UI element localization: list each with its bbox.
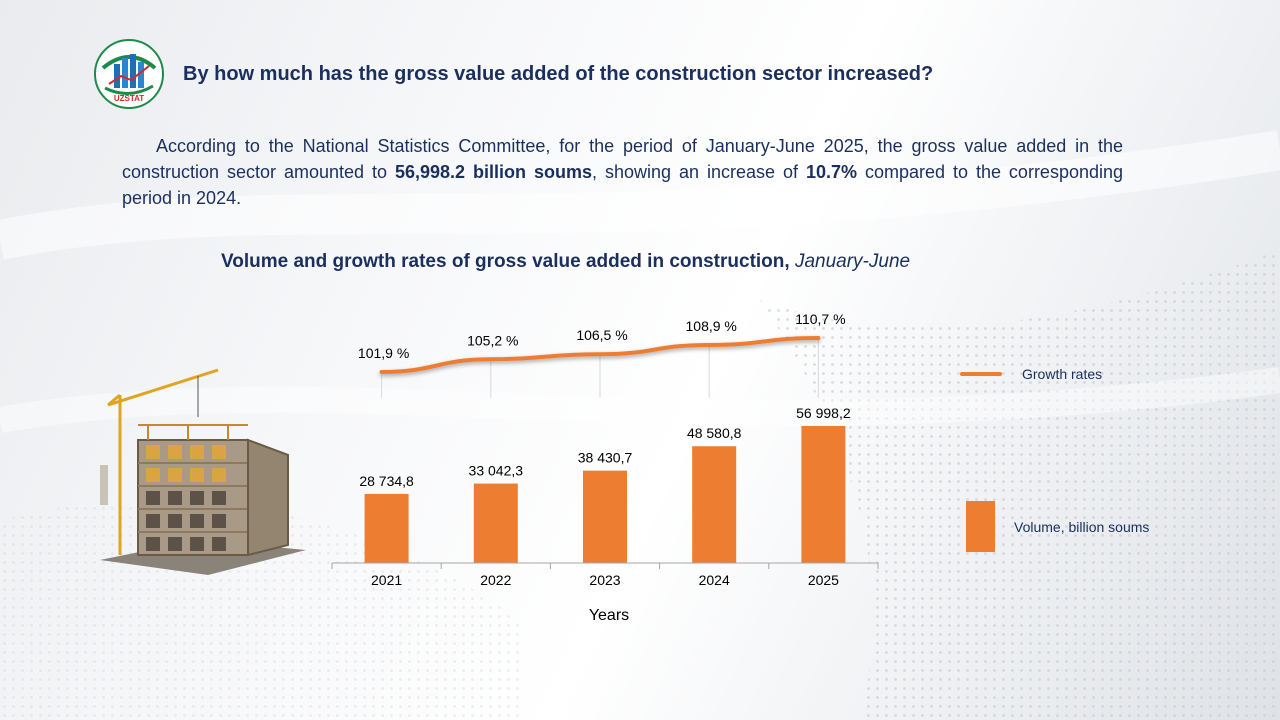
logo-text: UZSTAT <box>114 94 144 103</box>
bar-2024 <box>692 446 737 563</box>
bar-2022 <box>473 483 518 563</box>
line-label-2024: 108,9 % <box>686 318 737 334</box>
line-label-2023: 106,5 % <box>576 327 627 343</box>
line-label-2025: 110,7 % <box>795 311 845 327</box>
x-tick-label-2022: 2022 <box>480 572 511 588</box>
growth-rate-line <box>379 336 821 374</box>
chart-title-period: January-June <box>794 251 911 272</box>
bar-label-2022: 33 042,3 <box>469 463 524 479</box>
uzstat-logo: UZSTAT <box>94 39 164 109</box>
intro-paragraph: According to the National Statistics Com… <box>122 136 1124 208</box>
legend-volume: Volume, billion soums <box>966 501 1149 552</box>
legend-bar-swatch <box>966 501 995 552</box>
legend-line-swatch <box>960 372 1002 376</box>
page-title: By how much has the gross value added of… <box>183 63 934 85</box>
bar-label-2023: 38 430,7 <box>578 450 633 466</box>
bar-label-2025: 56 998,2 <box>796 405 851 421</box>
x-axis-title: Years <box>589 607 629 624</box>
bar-2021 <box>364 493 409 563</box>
legend-growth-rates: Growth rates <box>960 366 1102 382</box>
bar-2025 <box>801 426 846 563</box>
legend-volume-label: Volume, billion soums <box>1014 518 1150 535</box>
chart-title: Volume and growth rates of gross value a… <box>221 251 911 272</box>
x-tick-label-2024: 2024 <box>699 572 730 588</box>
line-label-2022: 105,2 % <box>467 332 518 348</box>
x-tick-label-2025: 2025 <box>808 572 839 588</box>
volume-highlight: 56,998.2 billion soums <box>395 162 593 182</box>
line-label-2021: 101,9 % <box>358 345 409 361</box>
legend-growth-label: Growth rates <box>1022 366 1103 382</box>
bar-label-2021: 28 734,8 <box>359 473 414 489</box>
x-tick-label-2021: 2021 <box>371 572 402 588</box>
construction-building-illustration <box>100 368 306 575</box>
x-tick-label-2023: 2023 <box>589 572 620 588</box>
bar-label-2024: 48 580,8 <box>687 425 742 441</box>
bar-2023 <box>583 470 627 563</box>
growth-highlight: 10.7% <box>805 162 857 182</box>
